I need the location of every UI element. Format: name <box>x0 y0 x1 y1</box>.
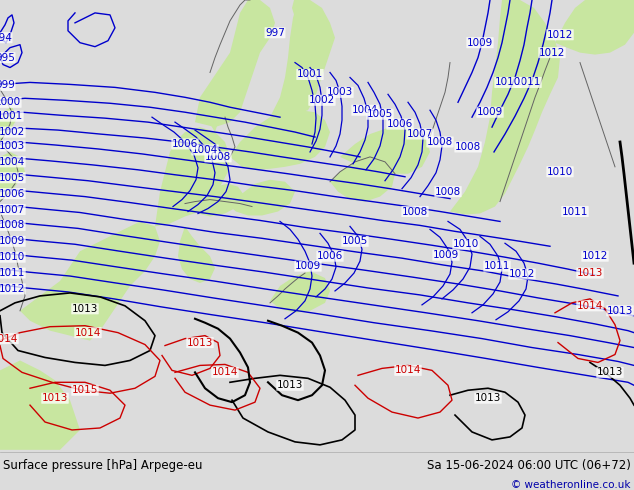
Text: 1011: 1011 <box>484 261 510 271</box>
Text: 1007: 1007 <box>0 204 25 215</box>
Text: 1008: 1008 <box>0 220 25 230</box>
Text: 1008: 1008 <box>205 152 231 162</box>
Polygon shape <box>330 157 395 201</box>
Text: 1006: 1006 <box>0 189 25 198</box>
Text: 1009: 1009 <box>433 250 459 260</box>
Polygon shape <box>555 0 634 54</box>
Text: 999: 999 <box>0 80 15 90</box>
Text: 1004: 1004 <box>0 157 25 167</box>
Polygon shape <box>0 361 80 450</box>
Text: 1010: 1010 <box>547 167 573 177</box>
Text: Surface pressure [hPa] Arpege-eu: Surface pressure [hPa] Arpege-eu <box>3 459 203 471</box>
Text: 1008: 1008 <box>455 142 481 152</box>
Text: 997: 997 <box>265 28 285 38</box>
Text: 1010: 1010 <box>453 239 479 249</box>
Polygon shape <box>0 152 25 201</box>
Text: 1010: 1010 <box>0 252 25 262</box>
Text: 1008: 1008 <box>427 137 453 147</box>
Text: Sa 15-06-2024 06:00 UTC (06+72): Sa 15-06-2024 06:00 UTC (06+72) <box>427 459 631 471</box>
Text: 1014: 1014 <box>577 301 603 311</box>
Text: 1003: 1003 <box>327 87 353 98</box>
Text: 1004: 1004 <box>352 105 378 115</box>
Text: 1013: 1013 <box>577 268 603 278</box>
Text: 1001: 1001 <box>0 111 23 121</box>
Text: 1004: 1004 <box>192 145 218 155</box>
Text: 1012: 1012 <box>582 251 608 261</box>
Text: 1014: 1014 <box>0 334 18 343</box>
Text: 1002: 1002 <box>0 127 25 137</box>
Text: 1014: 1014 <box>212 368 238 377</box>
Text: 1013: 1013 <box>597 368 623 377</box>
Text: 1013: 1013 <box>607 306 633 316</box>
Text: 1006: 1006 <box>317 251 343 261</box>
Polygon shape <box>270 271 330 313</box>
Text: 1013: 1013 <box>72 304 98 314</box>
Text: 1009: 1009 <box>477 107 503 117</box>
Text: 1000: 1000 <box>0 98 21 107</box>
Text: 1012: 1012 <box>509 269 535 279</box>
Text: 1014: 1014 <box>395 366 421 375</box>
Text: 1012: 1012 <box>539 48 565 58</box>
Text: 1008: 1008 <box>435 187 461 196</box>
Text: 1013: 1013 <box>277 380 303 390</box>
Text: © weatheronline.co.uk: © weatheronline.co.uk <box>512 480 631 490</box>
Text: 1011: 1011 <box>515 77 541 87</box>
Text: 994: 994 <box>0 33 12 43</box>
Polygon shape <box>340 127 430 174</box>
Text: 1006: 1006 <box>172 139 198 149</box>
Text: 1013: 1013 <box>42 393 68 403</box>
Polygon shape <box>190 184 245 217</box>
Text: 1011: 1011 <box>562 206 588 217</box>
Text: 1013: 1013 <box>187 338 213 347</box>
Polygon shape <box>20 221 160 341</box>
Text: 1003: 1003 <box>0 141 25 151</box>
Text: 1009: 1009 <box>295 261 321 271</box>
Polygon shape <box>450 0 560 215</box>
Text: 1008: 1008 <box>402 206 428 217</box>
Text: 1011: 1011 <box>0 268 25 278</box>
Text: 1009: 1009 <box>0 236 25 246</box>
Polygon shape <box>230 180 295 216</box>
Text: 1010: 1010 <box>495 77 521 87</box>
Text: 1014: 1014 <box>75 328 101 338</box>
Polygon shape <box>205 98 220 132</box>
Polygon shape <box>195 0 275 127</box>
Text: 1001: 1001 <box>297 70 323 79</box>
Polygon shape <box>290 0 322 112</box>
Text: 1012: 1012 <box>0 284 25 294</box>
Polygon shape <box>155 127 230 226</box>
Text: 1002: 1002 <box>309 95 335 105</box>
Text: 1009: 1009 <box>467 38 493 48</box>
Polygon shape <box>230 110 330 170</box>
Text: 1013: 1013 <box>475 393 501 403</box>
Text: 1015: 1015 <box>72 385 98 395</box>
Text: 995: 995 <box>0 52 15 63</box>
Text: 1005: 1005 <box>342 236 368 246</box>
Polygon shape <box>178 226 215 283</box>
Text: 1006: 1006 <box>387 119 413 129</box>
Text: 1012: 1012 <box>547 30 573 40</box>
Polygon shape <box>0 107 18 142</box>
Text: 1005: 1005 <box>0 173 25 183</box>
Text: 1007: 1007 <box>407 129 433 139</box>
Text: 1005: 1005 <box>367 109 393 119</box>
Polygon shape <box>270 0 335 117</box>
